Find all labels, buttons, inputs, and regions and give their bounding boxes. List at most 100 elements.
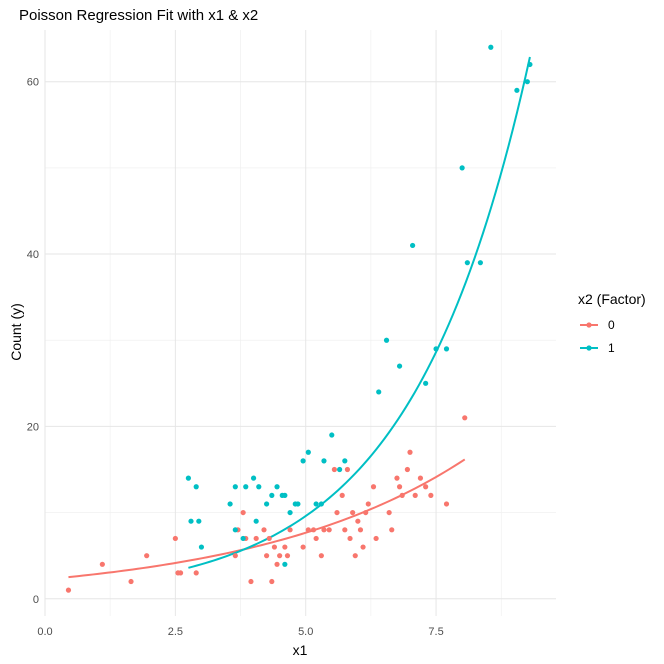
data-point-series-0 [334,509,340,516]
data-point-series-0 [373,535,379,542]
data-point-series-0 [396,484,403,490]
chart-title: Poisson Regression Fit with x1 & x2 [19,7,258,24]
y-axis-ticks: 0 20 40 60 [27,77,39,606]
data-point-series-0 [352,553,358,559]
data-point-series-0 [313,535,319,542]
data-point-series-1 [477,260,483,266]
x-tick-label: 7.5 [428,626,443,638]
data-point-series-0 [305,527,311,533]
data-point-series-0 [264,553,270,559]
data-point-series-1 [232,527,238,533]
data-point-series-1 [232,484,238,490]
data-point-series-0 [331,466,337,473]
data-point-series-1 [464,260,470,266]
data-point-series-0 [394,475,400,481]
data-point-series-0 [428,492,434,498]
legend-title: x2 (Factor) [578,291,646,307]
x-tick-label: 2.5 [168,626,183,638]
data-point-series-0 [342,527,348,533]
data-point-series-0 [65,587,72,593]
data-point-series-0 [287,527,293,533]
x-axis-ticks: 0.0 2.5 5.0 7.5 [37,626,443,638]
legend-key-point-1 [586,345,592,351]
data-point-series-0 [355,518,361,524]
data-points [65,44,533,593]
data-point-series-1 [287,509,293,516]
data-point-series-1 [282,561,288,567]
data-point-series-0 [399,492,405,498]
data-point-series-1 [318,501,324,507]
data-point-series-0 [357,527,364,533]
data-point-series-1 [256,484,262,490]
data-point-series-0 [193,570,199,576]
data-point-series-1 [376,389,382,395]
data-point-series-0 [363,509,369,516]
data-point-series-0 [326,527,332,533]
data-point-series-1 [193,484,199,490]
data-point-series-0 [404,466,410,473]
data-point-series-1 [342,458,348,464]
data-point-series-1 [295,501,301,507]
data-point-series-1 [443,346,450,352]
data-point-series-1 [300,458,306,464]
data-point-series-0 [253,535,259,542]
data-point-series-0 [99,561,105,567]
data-point-series-0 [261,527,267,533]
data-point-series-1 [243,484,249,490]
fit-line-series-1 [188,56,531,569]
y-tick-label: 0 [33,594,39,606]
data-point-series-1 [274,484,280,490]
data-point-series-1 [488,44,494,50]
data-point-series-1 [185,475,191,481]
data-point-series-1 [337,466,343,473]
data-point-series-1 [196,518,202,524]
data-point-series-0 [360,544,366,550]
data-point-series-0 [389,527,395,533]
data-point-series-0 [240,509,246,516]
data-point-series-1 [264,501,270,507]
y-tick-label: 40 [27,249,39,261]
data-point-series-0 [321,527,327,533]
fit-line-series-0 [68,458,466,579]
fit-lines [68,56,531,579]
data-point-series-0 [417,475,424,481]
data-point-series-0 [284,553,291,559]
data-point-series-0 [144,553,150,559]
data-point-series-1 [188,518,194,524]
data-point-series-1 [524,79,530,85]
legend: x2 (Factor) 0 1 [578,291,646,355]
data-point-series-0 [386,509,392,516]
data-point-series-1 [253,518,259,524]
data-point-series-1 [321,458,327,464]
legend-label-1: 1 [608,341,615,355]
data-point-series-0 [300,544,306,550]
y-axis-title: Count (y) [8,303,24,361]
data-point-series-0 [269,578,275,585]
data-point-series-1 [282,492,288,498]
data-point-series-1 [459,165,465,171]
data-point-series-0 [318,553,324,559]
y-tick-label: 60 [27,77,39,89]
data-point-series-0 [412,492,418,498]
data-point-series-0 [310,527,317,533]
data-point-series-1 [514,87,520,93]
data-point-series-0 [443,501,450,507]
data-point-series-0 [370,484,377,490]
data-point-series-0 [277,553,283,559]
data-point-series-0 [177,570,184,576]
data-point-series-0 [339,492,345,498]
data-point-series-0 [232,553,238,559]
data-point-series-0 [462,415,468,421]
data-point-series-0 [347,535,353,542]
data-point-series-0 [271,544,278,550]
data-point-series-1 [227,501,233,507]
data-point-series-1 [269,492,275,498]
data-point-series-1 [423,380,429,386]
data-point-series-1 [410,242,416,249]
data-point-series-1 [383,337,390,343]
gridlines [44,30,556,616]
data-point-series-0 [172,535,178,542]
data-point-series-0 [274,561,280,567]
